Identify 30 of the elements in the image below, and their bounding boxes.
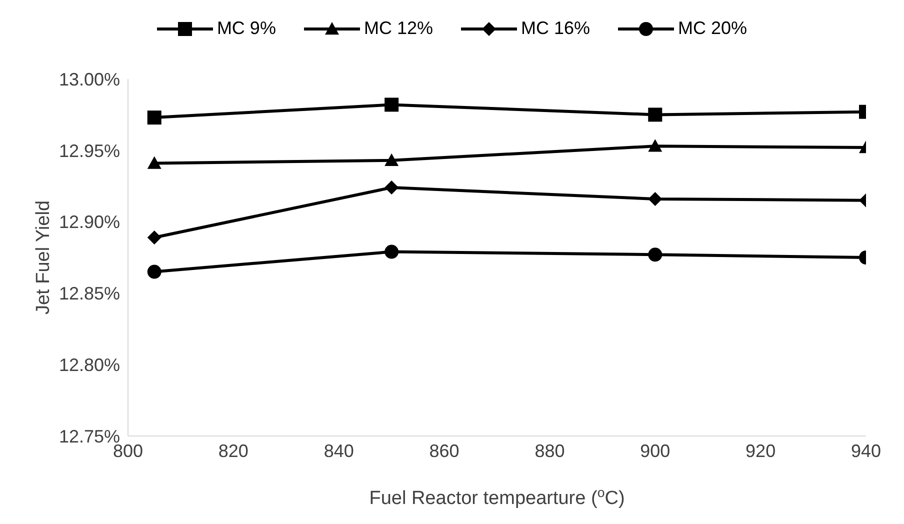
x-tick-label: 840	[324, 440, 354, 461]
point	[648, 248, 662, 262]
legend-label: MC 16%	[520, 18, 590, 39]
legend-label: MC 12%	[364, 18, 433, 39]
point	[384, 98, 399, 112]
x-tick-label: 880	[534, 440, 565, 461]
x-tick-label: 940	[850, 440, 882, 461]
x-tick-label: 820	[218, 440, 248, 461]
y-tick-label: 12.80%	[58, 354, 120, 375]
y-tick-label: 12.85%	[58, 284, 120, 304]
y-tick-label: 13.00%	[58, 69, 120, 90]
x-tick-label: 920	[746, 440, 776, 461]
y-tick-label: 12.90%	[58, 212, 120, 232]
legend-label: MC 9%	[216, 18, 276, 39]
point	[147, 230, 162, 245]
x-axis-title: Fuel Reactor tempearture ($^{o}$C)	[369, 484, 625, 509]
point	[147, 110, 162, 125]
point	[648, 108, 662, 122]
point	[384, 153, 399, 166]
legend-label: MC 20%	[678, 18, 748, 39]
point	[147, 264, 162, 279]
point	[384, 244, 399, 259]
y-tick-label: 12.95%	[58, 140, 120, 161]
x-tick-label: 900	[640, 440, 670, 461]
point	[648, 192, 662, 206]
point	[147, 156, 162, 169]
x-tick-label: 860	[429, 440, 460, 461]
y-axis-title: Jet Fuel Yield	[32, 200, 54, 315]
point	[384, 180, 399, 195]
point	[648, 139, 662, 152]
